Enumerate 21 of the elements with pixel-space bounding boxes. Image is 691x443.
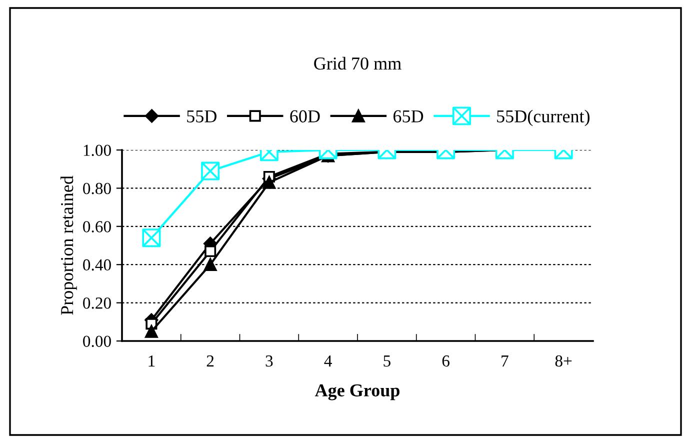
- x-tick-label: 6: [442, 355, 450, 367]
- y-tick-label: 0.20: [83, 298, 111, 309]
- legend-label: 55D(current): [497, 110, 590, 126]
- y-tick-label: 0.40: [83, 259, 111, 271]
- legend-label: 55D: [187, 110, 216, 122]
- legend-label: 65D: [394, 110, 424, 122]
- x-tick-label: 4: [324, 355, 332, 366]
- x-tick-label: 5: [384, 356, 390, 367]
- y-axis-title: Proportion retained: [60, 176, 77, 315]
- y-tick-label: 0.80: [83, 182, 111, 194]
- x-tick-label: 7: [502, 356, 508, 366]
- y-tick-label: 0.00: [83, 336, 111, 348]
- y-tick-label: 0.60: [83, 221, 111, 232]
- x-tick-label: 2: [206, 355, 214, 366]
- x-tick-label: 3: [266, 355, 273, 367]
- chart-title: Grid 70 mm: [314, 56, 402, 70]
- x-tick-label: 1: [148, 355, 155, 366]
- x-tick-label: 8+: [555, 355, 572, 367]
- x-axis-title: Age Group: [314, 384, 400, 400]
- legend-label: 60D: [290, 110, 320, 122]
- y-tick-label: 1.00: [84, 144, 111, 156]
